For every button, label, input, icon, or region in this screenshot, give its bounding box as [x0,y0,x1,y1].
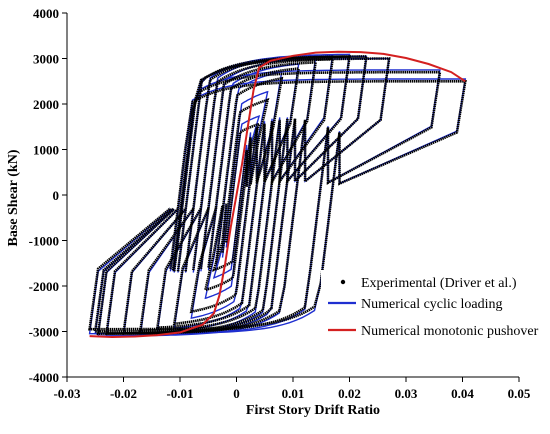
legend-marker-experimental [340,279,346,285]
pushover-curve [89,50,466,339]
x-tick-label: -0.03 [53,386,81,401]
x-tick-label: 0.03 [395,386,418,401]
y-tick-label: -4000 [29,370,59,385]
x-tick-label: -0.01 [166,386,193,401]
experimental-loop [203,98,270,292]
legend-label-cyclic: Numerical cyclic loading [361,297,503,312]
experimental-loop [138,57,335,333]
y-tick-label: 1000 [33,143,59,158]
x-tick-label: 0 [233,386,240,401]
y-tick-label: -1000 [29,234,59,249]
y-axis-title: Base Shear (kN) [6,149,21,246]
x-tick-label: 0.01 [282,386,305,401]
experimental-loop [93,70,442,333]
y-ticks: 4000 3000 2000 1000 0 -1000 -2000 -3000 -4000 [29,6,67,385]
experimental-loop [96,57,391,336]
experimental-loop [189,76,284,314]
y-tick-label: 2000 [33,97,59,112]
legend-label-experimental: Experimental (Driver et al.) [361,276,517,291]
y-tick-label: 4000 [33,6,59,21]
x-axis-title: First Story Drift Ratio [246,403,380,418]
legend-box [321,270,547,354]
x-tick-label: 0.05 [508,386,531,401]
x-tick-label: 0.04 [451,386,474,401]
legend: Experimental (Driver et al.) Numerical c… [321,270,547,354]
experimental-loop [155,61,318,329]
legend-label-pushover: Numerical monotonic pushover [361,324,539,339]
y-tick-label: -2000 [29,279,59,294]
experimental-loop [172,67,301,326]
experimental-loop [105,55,368,335]
y-tick-label: -3000 [29,325,59,340]
y-tick-label: 3000 [33,52,59,67]
x-tick-label: -0.02 [110,386,137,401]
experimental-loop [88,80,467,331]
x-ticks: -0.03 -0.02 -0.01 0 0.01 0.02 0.03 0.04 0.05 [53,377,531,401]
x-tick-label: 0.02 [338,386,361,401]
y-tick-label: 0 [53,188,60,203]
plot-curves [88,50,467,339]
